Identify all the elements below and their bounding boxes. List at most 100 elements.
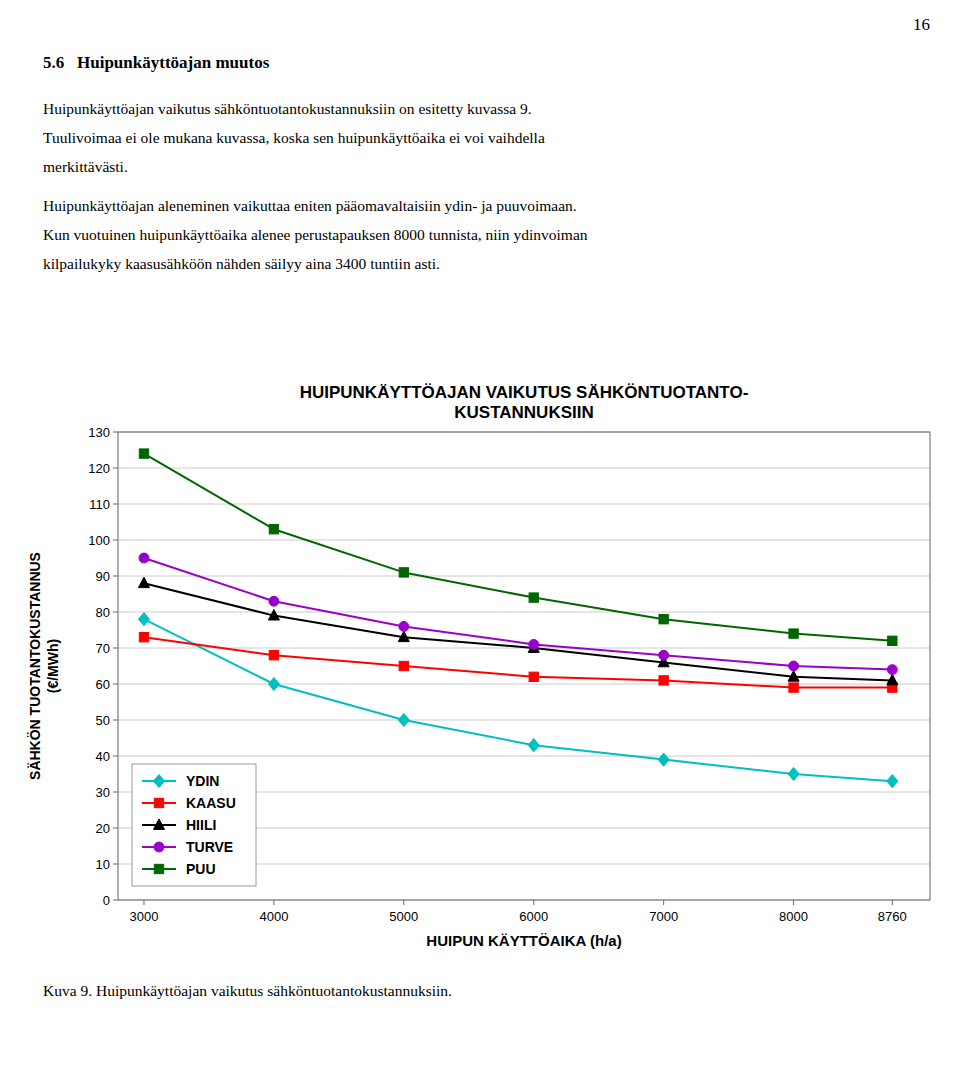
series-marker bbox=[888, 636, 897, 645]
paragraph-line: Tuulivoimaa ei ole mukana kuvassa, koska… bbox=[43, 129, 545, 146]
x-tick-label: 3000 bbox=[130, 909, 159, 924]
legend-marker bbox=[154, 842, 164, 852]
series-marker bbox=[529, 639, 539, 649]
legend: YDIN KAASU HIILI TURVE PUU bbox=[132, 764, 256, 886]
chart-title-line: KUSTANNUKSIIN bbox=[454, 403, 593, 422]
y-tick-label: 100 bbox=[88, 533, 110, 548]
caption: Kuva 9. Huipunkäyttöajan vaikutus sähkön… bbox=[43, 982, 452, 999]
data-area bbox=[138, 449, 897, 788]
series-marker bbox=[659, 615, 668, 624]
legend-marker bbox=[154, 864, 163, 873]
y-axis-label-line: (€/MWh) bbox=[45, 639, 61, 693]
series-marker bbox=[139, 633, 148, 642]
x-tick bbox=[403, 900, 404, 905]
page-number: 16 bbox=[913, 15, 930, 34]
x-tick bbox=[273, 900, 274, 905]
y-tick-label: 80 bbox=[96, 605, 110, 620]
plot-frame bbox=[118, 432, 930, 900]
series-marker bbox=[789, 629, 798, 638]
y-tick bbox=[113, 792, 118, 793]
series-marker bbox=[398, 713, 409, 726]
y-grid-line bbox=[118, 612, 930, 613]
series-marker bbox=[529, 593, 538, 602]
series bbox=[139, 553, 897, 675]
y-grid-line bbox=[118, 504, 930, 505]
legend-label: HIILI bbox=[186, 817, 216, 833]
x-tick-label: 5000 bbox=[389, 909, 418, 924]
series-marker bbox=[659, 676, 668, 685]
y-tick-label: 70 bbox=[96, 641, 110, 656]
y-tick-label: 30 bbox=[96, 785, 110, 800]
page-background bbox=[0, 0, 960, 1069]
legend-box bbox=[132, 764, 256, 886]
y-tick bbox=[113, 684, 118, 685]
paragraph-line: Huipunkäyttöajan aleneminen vaikuttaa en… bbox=[43, 197, 577, 214]
series-marker bbox=[399, 661, 408, 670]
x-tick-label: 4000 bbox=[259, 909, 288, 924]
y-tick-label: 50 bbox=[96, 713, 110, 728]
y-tick-label: 10 bbox=[96, 857, 110, 872]
y-tick-label: 90 bbox=[96, 569, 110, 584]
y-tick bbox=[113, 828, 118, 829]
legend-label: TURVE bbox=[186, 839, 233, 855]
y-tick bbox=[113, 648, 118, 649]
series-marker bbox=[269, 596, 279, 606]
chart-title: HUIPUNKÄYTTÖAJAN VAIKUTUS SÄHKÖNTUOTANTO… bbox=[300, 383, 749, 422]
y-grid-line bbox=[118, 540, 930, 541]
paragraph-line: kilpailukyky kaasusähköön nähden säilyy … bbox=[43, 255, 440, 272]
series-marker bbox=[529, 672, 538, 681]
y-tick bbox=[113, 612, 118, 613]
series-marker bbox=[659, 650, 669, 660]
legend-label: PUU bbox=[186, 861, 216, 877]
y-grid-line bbox=[118, 756, 930, 757]
series-marker bbox=[269, 525, 278, 534]
y-tick-label: 20 bbox=[96, 821, 110, 836]
series-marker bbox=[399, 621, 409, 631]
y-tick-label: 0 bbox=[103, 893, 110, 908]
y-grid-line bbox=[118, 468, 930, 469]
x-tick-label: 8760 bbox=[878, 909, 907, 924]
series-marker bbox=[398, 631, 409, 641]
series-marker bbox=[789, 661, 799, 671]
x-tick bbox=[892, 900, 893, 905]
series-marker bbox=[887, 775, 898, 788]
series-marker bbox=[138, 577, 149, 587]
x-tick bbox=[663, 900, 664, 905]
x-axis-label: HUIPUN KÄYTTÖAIKA (h/a) bbox=[426, 932, 621, 949]
legend-marker bbox=[154, 819, 165, 829]
y-tick bbox=[113, 756, 118, 757]
y-tick bbox=[113, 540, 118, 541]
x-tick bbox=[793, 900, 794, 905]
series-marker bbox=[269, 651, 278, 660]
legend-label: KAASU bbox=[186, 795, 236, 811]
legend-label: YDIN bbox=[186, 773, 219, 789]
grid bbox=[118, 432, 930, 900]
series-marker bbox=[789, 683, 798, 692]
y-tick bbox=[113, 864, 118, 865]
x-tick-label: 6000 bbox=[519, 909, 548, 924]
paragraph-line: Kun vuotuinen huipunkäyttöaika alenee pe… bbox=[43, 226, 588, 243]
series-marker bbox=[528, 739, 539, 752]
y-tick bbox=[113, 432, 118, 433]
series-marker bbox=[399, 568, 408, 577]
page: 165.6 Huipunkäyttöajan muutosHuipunkäytt… bbox=[0, 0, 960, 1069]
y-tick-label: 110 bbox=[89, 497, 110, 512]
series-line bbox=[144, 619, 892, 781]
y-tick bbox=[113, 900, 118, 901]
series-marker bbox=[139, 553, 149, 563]
series-marker bbox=[138, 613, 149, 626]
series-marker bbox=[887, 665, 897, 675]
series-marker bbox=[788, 767, 799, 780]
series-line bbox=[144, 558, 892, 670]
paragraph-line: merkittävästi. bbox=[43, 158, 128, 175]
y-tick bbox=[113, 576, 118, 577]
y-tick bbox=[113, 468, 118, 469]
y-tick bbox=[113, 504, 118, 505]
y-grid-line bbox=[118, 720, 930, 721]
series-marker bbox=[788, 671, 799, 681]
y-axis-label: SÄHKÖN TUOTANTOKUSTANNUS(€/MWh) bbox=[27, 552, 61, 780]
series-line bbox=[144, 454, 892, 641]
y-grid-line bbox=[118, 576, 930, 577]
legend-marker bbox=[154, 774, 165, 787]
series-marker bbox=[658, 753, 669, 766]
